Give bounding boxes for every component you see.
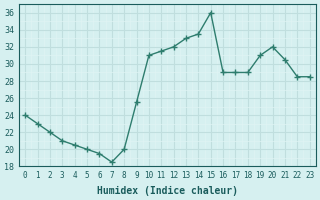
X-axis label: Humidex (Indice chaleur): Humidex (Indice chaleur) bbox=[97, 186, 238, 196]
